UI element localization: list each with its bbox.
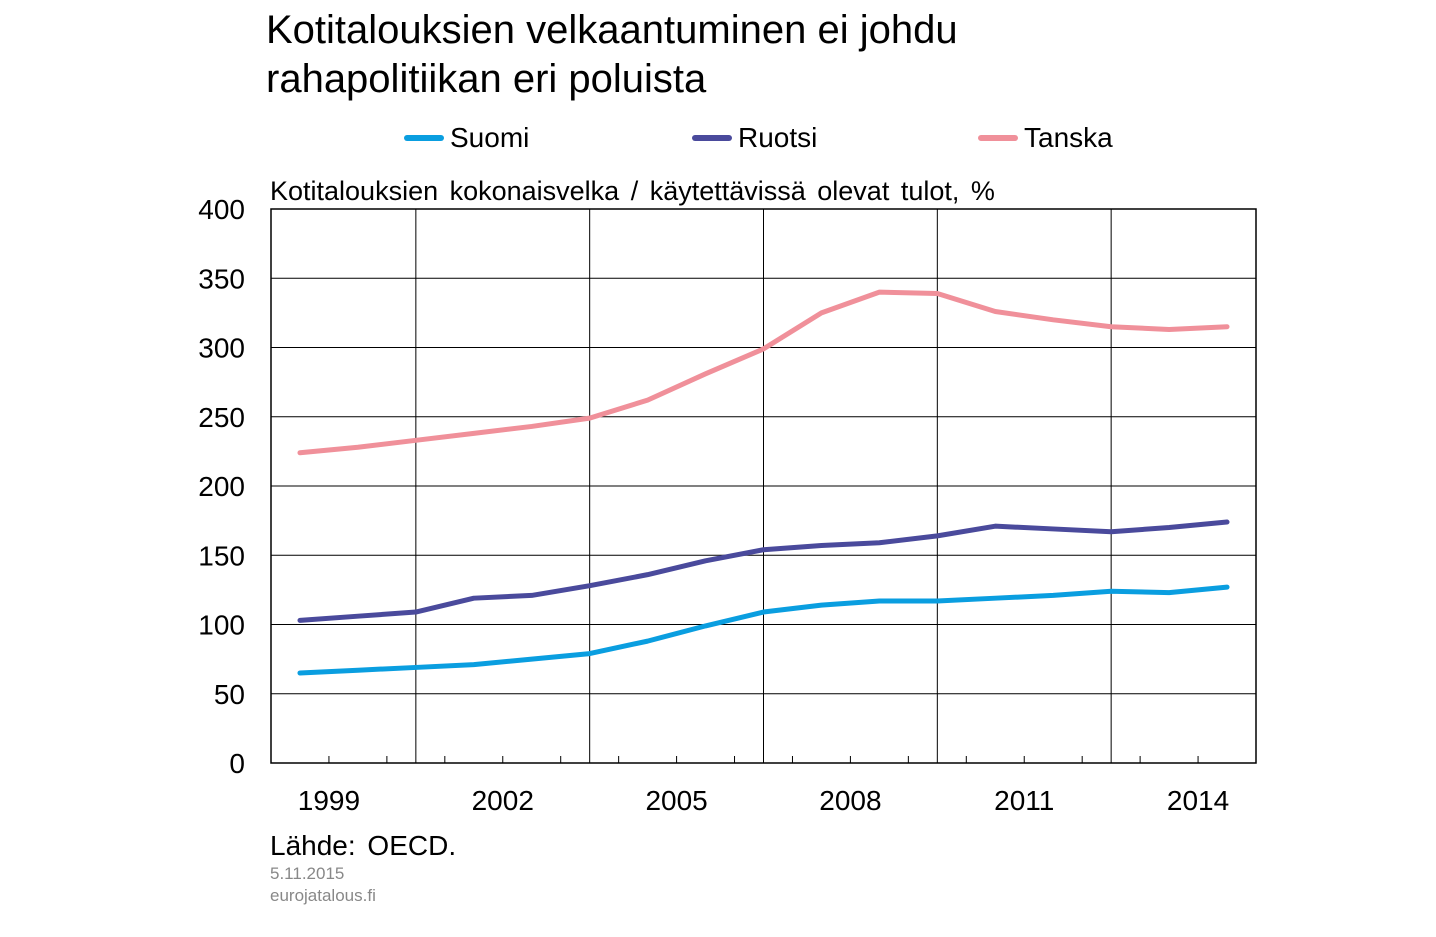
- publication-date: 5.11.2015: [270, 864, 345, 883]
- plot-frame: [270, 208, 1257, 764]
- legend-label-ruotsi: Ruotsi: [738, 122, 818, 153]
- chart-title: Kotitalouksien velkaantuminen ei johdu r…: [266, 6, 1366, 104]
- chart-title-line-1: Kotitalouksien velkaantuminen ei johdu: [266, 8, 958, 52]
- x-tick-label: 2005: [645, 785, 707, 816]
- legend-swatch-tanska: [978, 135, 1018, 141]
- y-tick-label: 250: [198, 402, 245, 433]
- y-axis-label: Kotitalouksien kokonaisvelka / käytettäv…: [270, 176, 995, 206]
- x-tick-label: 2014: [1167, 785, 1229, 816]
- site-name: eurojatalous.fi: [270, 886, 376, 905]
- x-tick-label: 2011: [994, 785, 1054, 816]
- x-tick-label: 2008: [819, 785, 881, 816]
- y-tick-label: 50: [214, 679, 245, 710]
- y-tick-label: 200: [198, 471, 245, 502]
- series-line-ruotsi: [297, 519, 1230, 623]
- y-tick-label: 400: [198, 194, 245, 225]
- chart-legend: Suomi Ruotsi Tanska: [0, 118, 1436, 158]
- legend-item-tanska: Tanska: [978, 118, 1113, 158]
- legend-swatch-ruotsi: [692, 135, 732, 141]
- y-tick-label: 350: [198, 263, 245, 294]
- legend-label-suomi: Suomi: [450, 122, 530, 153]
- series-line-suomi: [297, 584, 1230, 676]
- y-tick-label: 300: [198, 333, 245, 364]
- y-tick-label: 100: [198, 610, 245, 641]
- legend-item-ruotsi: Ruotsi: [692, 118, 817, 158]
- legend-swatch-suomi: [404, 135, 444, 141]
- chart-title-line-2: rahapolitiikan eri poluista: [266, 57, 707, 101]
- x-tick-label: 2002: [472, 785, 534, 816]
- y-tick-label: 150: [198, 540, 245, 571]
- x-tick-label: 1999: [298, 785, 360, 816]
- y-tick-label: 0: [229, 748, 245, 779]
- legend-item-suomi: Suomi: [404, 118, 529, 158]
- legend-label-tanska: Tanska: [1024, 122, 1113, 153]
- source-note: Lähde: OECD.: [270, 830, 457, 861]
- series-line-tanska: [297, 289, 1230, 456]
